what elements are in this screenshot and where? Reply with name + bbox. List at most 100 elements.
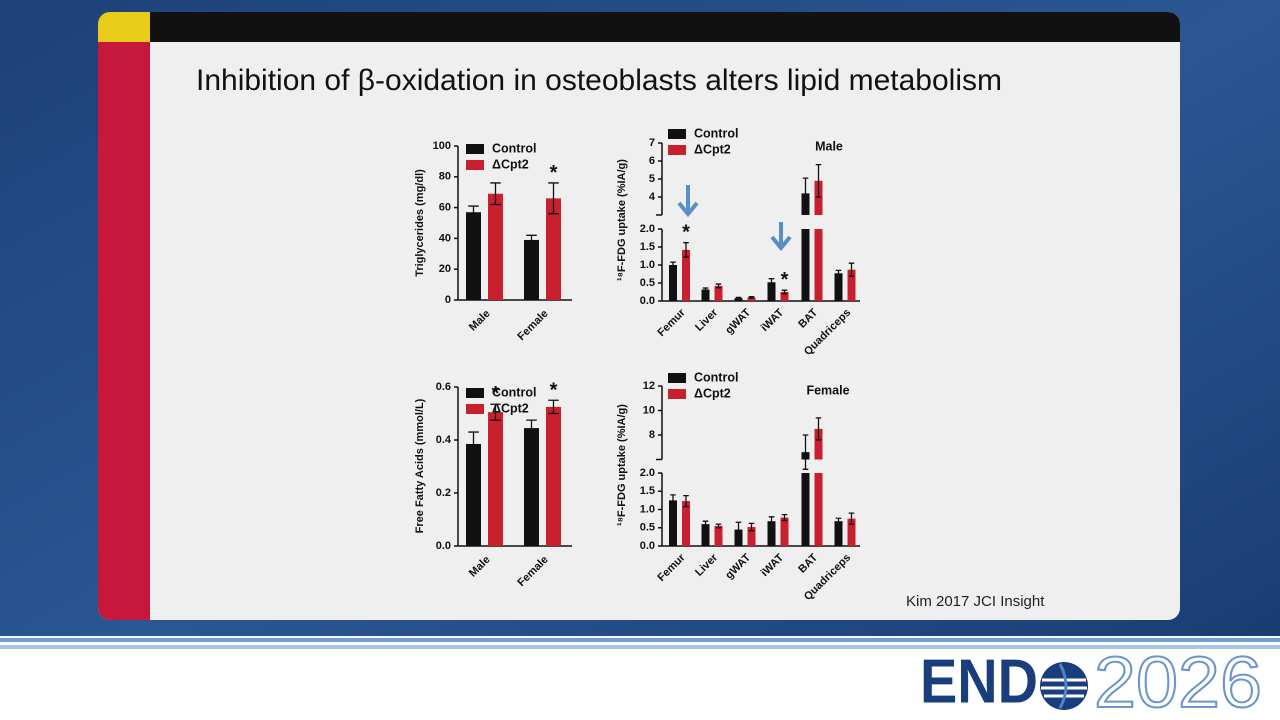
legend-label: Control xyxy=(492,141,536,155)
bar xyxy=(734,529,743,546)
error-bar xyxy=(526,234,537,246)
error-bar xyxy=(670,494,676,507)
error-bar xyxy=(848,262,855,277)
y-tick-label: 6 xyxy=(649,155,655,167)
error-bar xyxy=(781,289,788,295)
bar xyxy=(546,406,561,546)
side-bar xyxy=(98,42,150,620)
slide-title: Inhibition of β-oxidation in osteoblasts… xyxy=(196,64,1002,97)
legend-swatch xyxy=(466,388,484,398)
bar xyxy=(701,524,710,546)
y-tick-label: 0.0 xyxy=(436,540,451,552)
y-tick-label: 7 xyxy=(649,137,655,149)
logo-text: END xyxy=(920,647,1038,716)
bar xyxy=(524,239,539,300)
bar xyxy=(834,521,843,546)
bar xyxy=(734,298,743,301)
logo-globe xyxy=(1040,662,1088,710)
arrow xyxy=(770,222,792,252)
error-bar xyxy=(848,512,855,525)
significance-mark: * xyxy=(550,162,558,184)
bar xyxy=(714,285,723,301)
significance-mark: * xyxy=(550,379,558,401)
error-bar xyxy=(768,278,775,287)
y-tick-label: 8 xyxy=(649,429,655,441)
y-tick-label: 40 xyxy=(439,232,451,244)
legend-swatch xyxy=(466,404,484,414)
legend-swatch xyxy=(466,160,484,170)
error-bar xyxy=(683,494,689,508)
bar-upper xyxy=(814,180,823,215)
error-bar xyxy=(490,182,501,206)
legend-swatch xyxy=(668,145,686,155)
y-tick-label: 60 xyxy=(439,202,451,214)
arrow xyxy=(677,185,699,218)
error-bar xyxy=(781,513,788,522)
bar xyxy=(488,193,503,300)
y-tick-label: 0.4 xyxy=(436,434,452,446)
y-tick-label: 10 xyxy=(643,404,655,416)
y-tick-label: 2.0 xyxy=(640,467,655,479)
error-bar xyxy=(835,517,842,525)
bar-upper xyxy=(814,428,823,460)
y-tick-label: 2.0 xyxy=(640,223,655,235)
legend-swatch xyxy=(668,373,686,383)
bar xyxy=(847,269,856,301)
error-bar xyxy=(715,283,722,289)
legend-swatch xyxy=(668,389,686,399)
legend-label: ΔCpt2 xyxy=(694,386,731,400)
bar xyxy=(546,198,561,300)
corner-square xyxy=(98,12,150,42)
legend-swatch xyxy=(668,129,686,139)
panel-label: Female xyxy=(806,383,849,397)
bar xyxy=(682,249,690,301)
error-bar xyxy=(748,522,755,532)
y-axis-label: Free Fatty Acids (mmol/L) xyxy=(414,398,426,533)
error-bar xyxy=(526,419,537,437)
error-bar xyxy=(802,434,809,470)
y-tick-label: 0.5 xyxy=(640,522,655,534)
bar xyxy=(682,501,690,546)
error-bar xyxy=(468,205,479,220)
error-bar xyxy=(702,520,709,528)
top-bar xyxy=(98,12,1180,42)
error-bar xyxy=(490,403,501,421)
bar xyxy=(747,527,756,546)
error-bar xyxy=(702,287,709,292)
bar xyxy=(847,518,856,546)
y-tick-label: 100 xyxy=(433,140,451,152)
significance-mark: * xyxy=(682,222,690,244)
error-bar xyxy=(715,523,722,529)
error-bar xyxy=(683,242,689,258)
bar xyxy=(701,289,710,301)
y-tick-label: 80 xyxy=(439,171,451,183)
bar xyxy=(780,292,789,301)
bar xyxy=(801,473,810,546)
bar xyxy=(714,525,723,546)
error-bar xyxy=(815,163,822,198)
error-bar xyxy=(670,261,676,269)
bar xyxy=(814,229,823,301)
y-tick-label: 12 xyxy=(643,380,655,392)
legend-label: Control xyxy=(694,126,738,140)
error-bar xyxy=(548,399,559,415)
slide-panel xyxy=(98,12,1180,620)
error-bar xyxy=(835,269,842,277)
bar xyxy=(669,500,677,546)
y-axis-label: ¹⁸F-FDG uptake (%IA/g) xyxy=(616,404,628,526)
y-axis-label: Triglycerides (mg/dl) xyxy=(414,169,426,277)
error-bar xyxy=(748,296,755,299)
error-bar xyxy=(802,177,809,210)
legend-label: Control xyxy=(694,370,738,384)
y-tick-label: 1.5 xyxy=(640,485,655,497)
legend-label: Control xyxy=(492,385,536,399)
bar xyxy=(767,282,776,301)
bar xyxy=(466,443,481,546)
significance-mark: * xyxy=(781,269,789,291)
y-tick-label: 1.0 xyxy=(640,259,655,271)
legend-label: ΔCpt2 xyxy=(694,142,731,156)
bar xyxy=(488,412,503,546)
logo-year: 2026 xyxy=(1094,643,1262,720)
